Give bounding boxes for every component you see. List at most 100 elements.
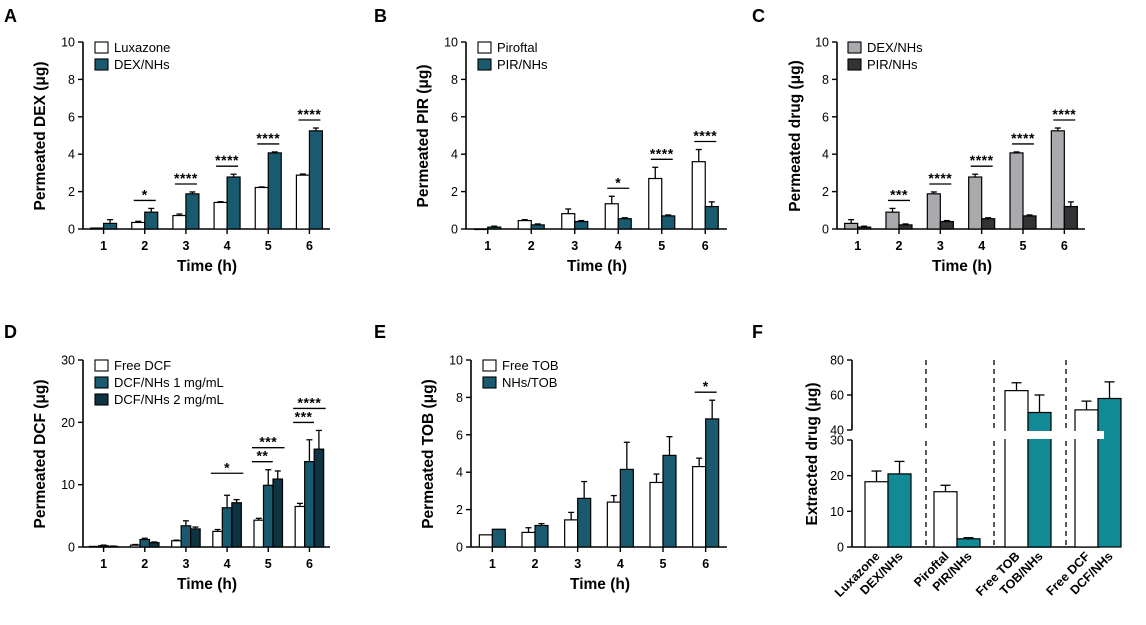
bar bbox=[487, 226, 502, 230]
x-tick-label: 4 bbox=[617, 557, 624, 571]
bar bbox=[254, 186, 269, 230]
bar bbox=[144, 211, 159, 230]
legend-label: NHs/TOB bbox=[502, 375, 557, 390]
legend-label: Free TOB bbox=[502, 358, 559, 373]
bar bbox=[564, 519, 579, 548]
bar bbox=[968, 176, 983, 230]
y-tick-label: 0 bbox=[456, 541, 463, 555]
bar bbox=[1009, 152, 1024, 230]
bar bbox=[1004, 390, 1029, 548]
significance-label: *** bbox=[259, 434, 277, 450]
x-tick-label: 6 bbox=[1061, 239, 1068, 253]
significance-label: **** bbox=[298, 394, 322, 410]
significance-label: **** bbox=[256, 130, 280, 146]
x-tick-label: 2 bbox=[896, 239, 903, 253]
y-axis-label: Permeated DCF (μg) bbox=[32, 379, 49, 528]
y-tick-label: 4 bbox=[68, 148, 75, 162]
legend-swatch bbox=[94, 359, 109, 372]
legend-swatch bbox=[477, 41, 492, 54]
bar bbox=[171, 540, 182, 548]
legend-label: Free DCF bbox=[114, 358, 171, 373]
y-tick-label: 10 bbox=[449, 354, 463, 368]
x-tick-label: 5 bbox=[1020, 239, 1027, 253]
bar bbox=[1074, 409, 1099, 548]
legend-swatch bbox=[847, 58, 862, 71]
legend-swatch bbox=[477, 58, 492, 71]
y-tick-label: 2 bbox=[68, 185, 75, 199]
y-tick-label: 10 bbox=[830, 505, 844, 519]
bar bbox=[619, 468, 634, 548]
panel-letter: F bbox=[752, 322, 763, 342]
y-axis-label: Permeated PIR (μg) bbox=[415, 65, 432, 208]
y-tick-label: 10 bbox=[444, 36, 458, 50]
x-tick-label: 5 bbox=[660, 557, 667, 571]
legend-swatch bbox=[94, 41, 109, 54]
y-tick-label: 10 bbox=[61, 478, 75, 492]
bar bbox=[213, 201, 228, 230]
y-tick-label: 6 bbox=[68, 110, 75, 124]
y-tick-label: 30 bbox=[61, 354, 75, 368]
x-tick-label: 6 bbox=[306, 557, 313, 571]
y-tick-label: 8 bbox=[451, 73, 458, 87]
y-tick-label: 6 bbox=[451, 110, 458, 124]
bar bbox=[691, 161, 706, 230]
y-tick-label: 0 bbox=[68, 223, 75, 237]
bar bbox=[1063, 205, 1078, 230]
y-tick-label: 40 bbox=[830, 424, 844, 438]
axis-break-band bbox=[844, 431, 1104, 439]
bar bbox=[617, 218, 632, 230]
bar bbox=[1097, 397, 1122, 548]
bar bbox=[517, 219, 532, 230]
x-tick-label: 3 bbox=[937, 239, 944, 253]
significance-label: **** bbox=[1011, 130, 1035, 146]
y-tick-label: 80 bbox=[830, 354, 844, 368]
significance-label: * bbox=[703, 378, 709, 394]
y-tick-label: 2 bbox=[456, 503, 463, 517]
y-tick-label: 10 bbox=[61, 36, 75, 50]
x-tick-label: 1 bbox=[489, 557, 496, 571]
bar bbox=[491, 528, 506, 548]
x-tick-label: 4 bbox=[978, 239, 985, 253]
legend-swatch bbox=[847, 41, 862, 54]
bar bbox=[692, 465, 707, 548]
y-tick-label: 8 bbox=[822, 73, 829, 87]
x-tick-label: 6 bbox=[702, 557, 709, 571]
bar bbox=[190, 528, 201, 548]
y-axis-label: Permeated TOB (μg) bbox=[420, 379, 437, 529]
bar bbox=[313, 448, 325, 548]
y-tick-label: 4 bbox=[456, 466, 463, 480]
panel-letter: B bbox=[374, 6, 387, 26]
significance-label: **** bbox=[215, 152, 239, 168]
y-tick-label: 4 bbox=[822, 148, 829, 162]
legend-swatch bbox=[94, 376, 109, 389]
bar bbox=[107, 545, 119, 548]
x-tick-label: 3 bbox=[182, 557, 189, 571]
bar bbox=[295, 174, 311, 230]
y-tick-label: 10 bbox=[815, 36, 829, 50]
bar bbox=[561, 213, 576, 230]
bar bbox=[89, 227, 105, 230]
x-tick-label: 5 bbox=[658, 239, 665, 253]
x-tick-label: 1 bbox=[100, 239, 107, 253]
bar bbox=[648, 177, 663, 230]
x-tick-label: 3 bbox=[574, 557, 581, 571]
y-tick-label: 20 bbox=[61, 416, 75, 430]
bar bbox=[131, 221, 146, 230]
x-axis-label: Time (h) bbox=[177, 576, 237, 593]
bar bbox=[530, 224, 545, 230]
bar bbox=[294, 505, 306, 548]
y-tick-label: 8 bbox=[68, 73, 75, 87]
bar bbox=[887, 473, 912, 548]
panel-letter: D bbox=[4, 322, 17, 342]
bar bbox=[226, 176, 241, 230]
bar bbox=[304, 461, 315, 548]
legend-label: DCF/NHs 1 mg/mL bbox=[114, 375, 224, 390]
bar bbox=[705, 418, 720, 548]
bar bbox=[662, 454, 677, 548]
significance-label: **** bbox=[928, 170, 952, 186]
bar bbox=[939, 220, 954, 230]
bar bbox=[857, 226, 872, 230]
x-tick-label: 1 bbox=[100, 557, 107, 571]
